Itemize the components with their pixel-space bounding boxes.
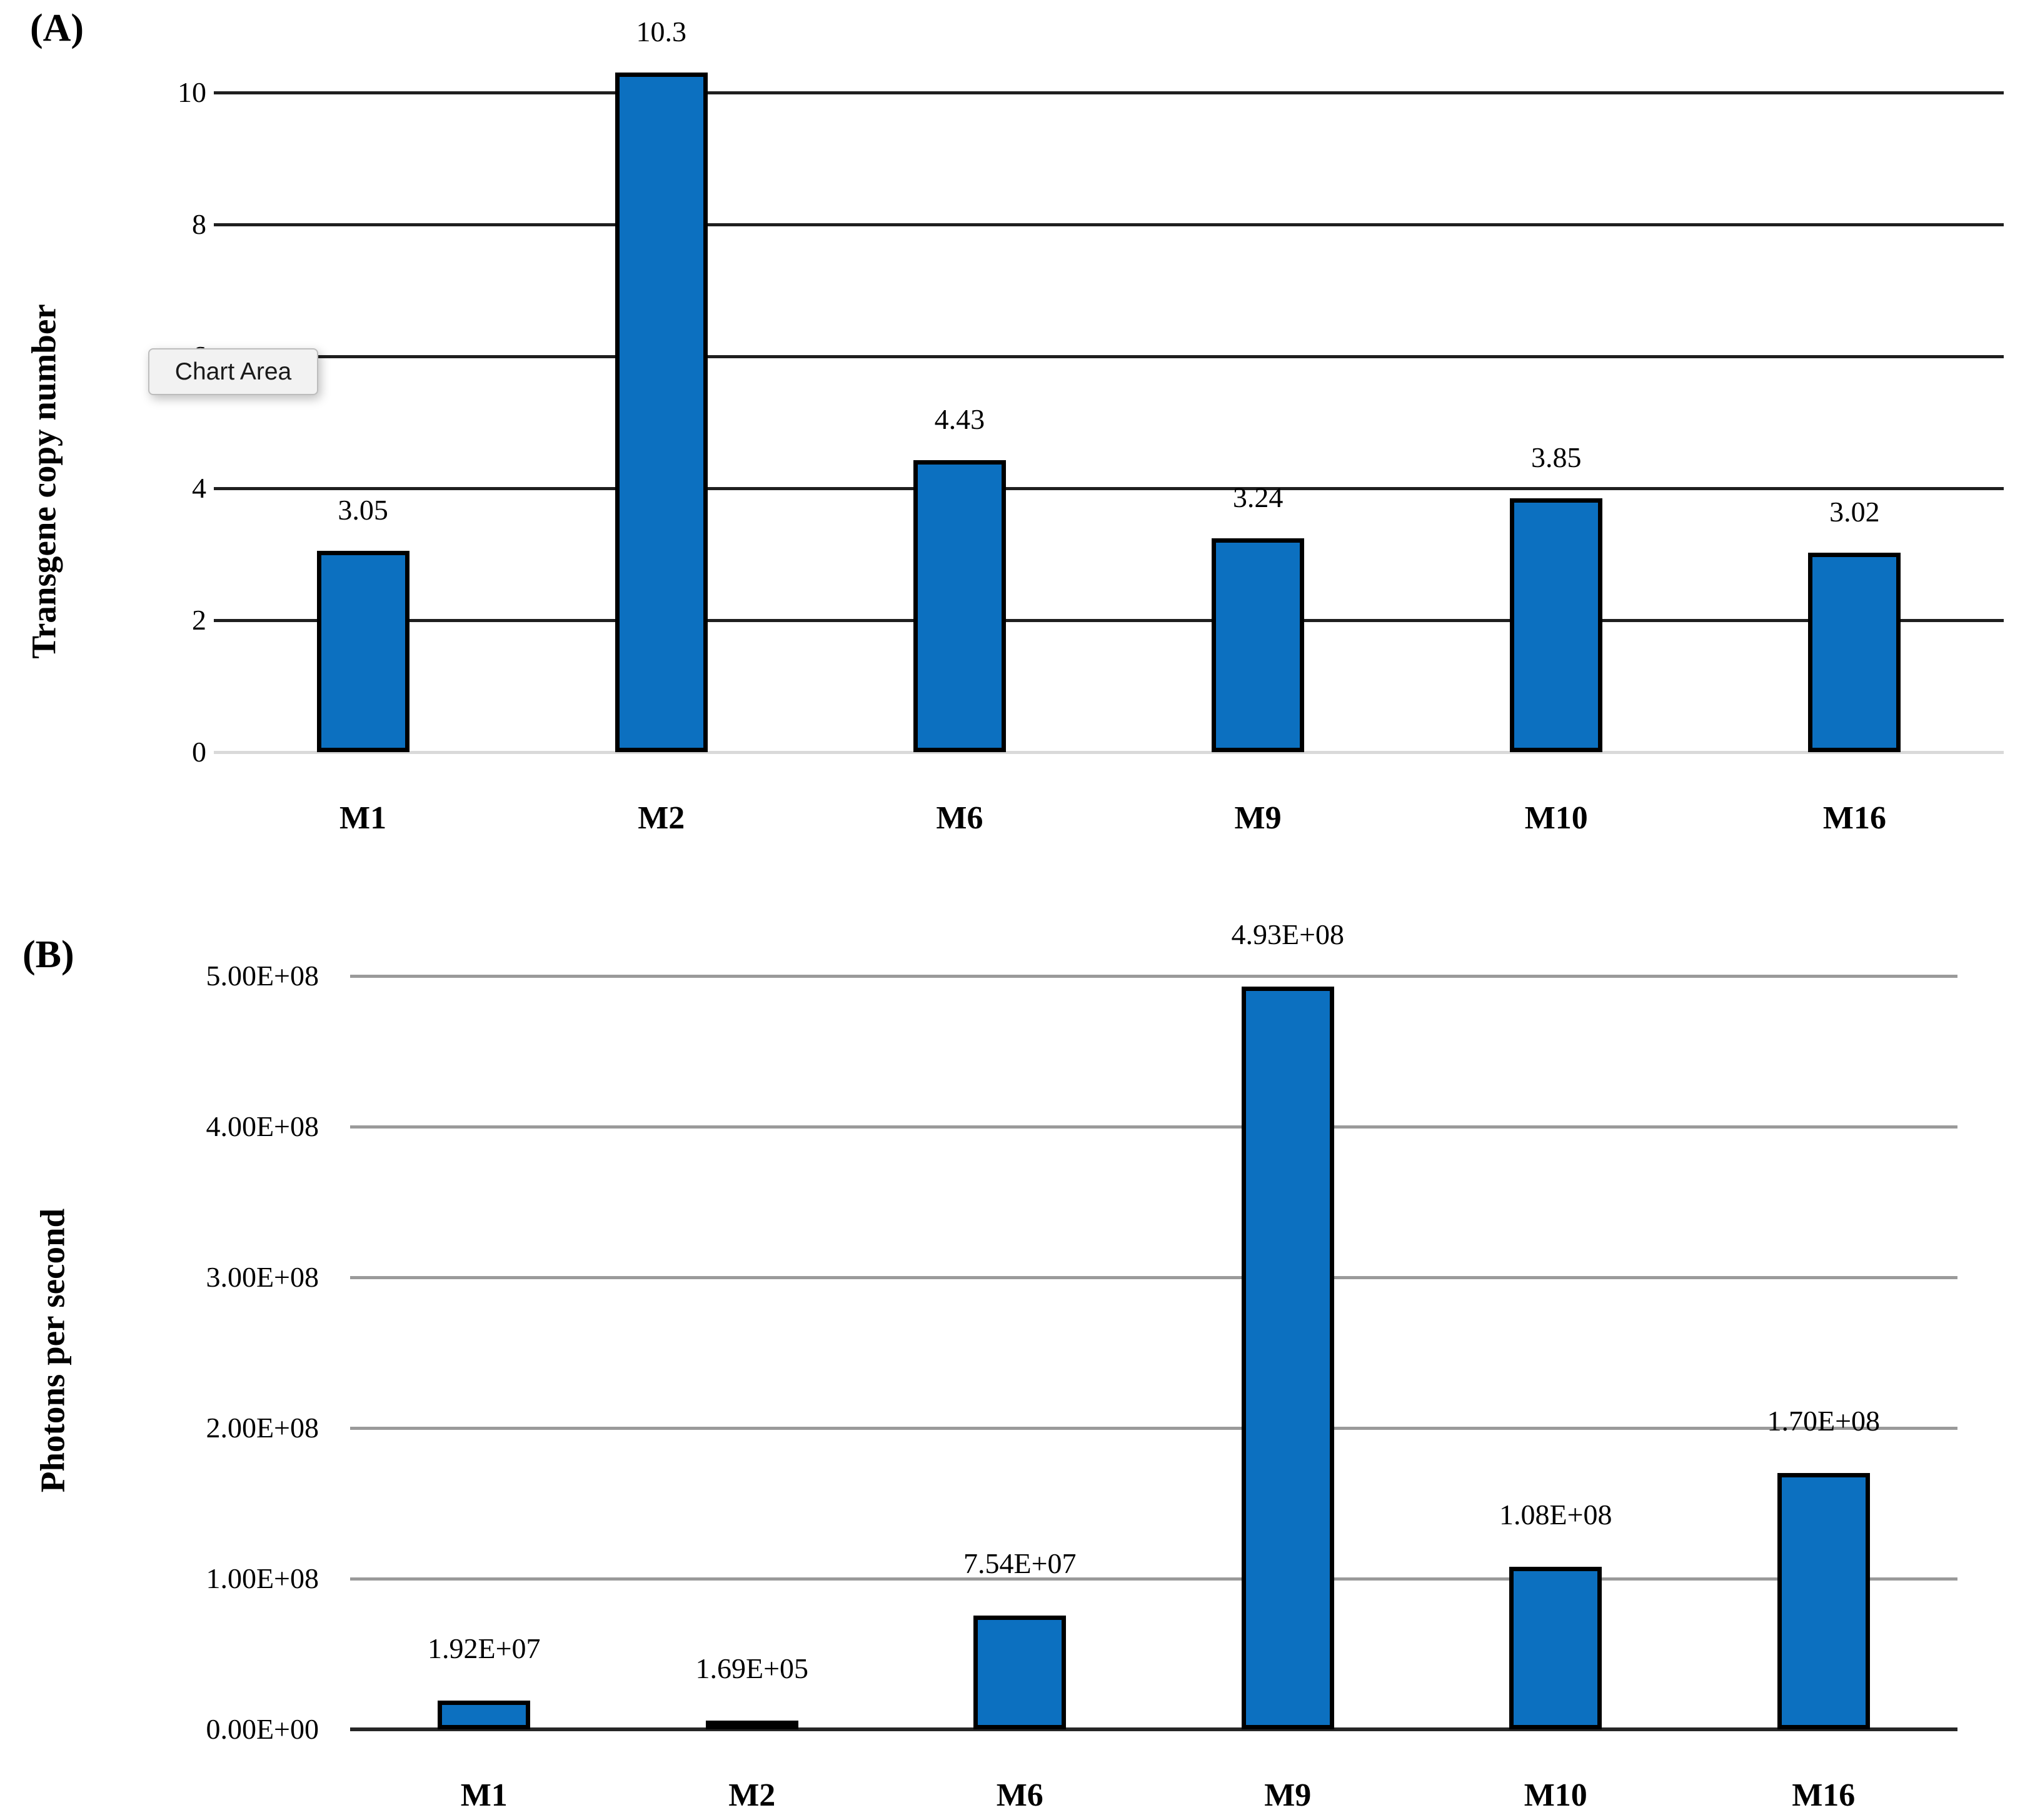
bar[interactable] [1777,1473,1870,1729]
bar-value-label: 1.70E+08 [1767,1405,1881,1437]
x-category-label: M6 [936,800,983,836]
bar[interactable] [1510,498,1603,752]
x-category-label: M1 [339,800,387,836]
gridline [214,91,2004,94]
gridline [350,974,1957,978]
panel-label: (B) [23,933,74,976]
gridline [214,223,2004,226]
y-axis-title: Photons per second [33,1208,72,1493]
gridline [214,354,2004,358]
gridline [214,486,2004,490]
bar[interactable] [1241,987,1334,1729]
y-tick-label: 10 [178,76,206,108]
y-tick-label: 0 [192,736,206,768]
bar-value-label: 4.43 [934,403,985,435]
bar-value-label: 3.85 [1531,441,1582,473]
bar-value-label: 3.24 [1232,481,1284,513]
gridline [350,1275,1957,1279]
gridline [350,1125,1957,1129]
bar[interactable] [1212,538,1305,752]
x-category-label: M2 [638,800,685,836]
gridline [214,618,2004,622]
bar[interactable] [1808,553,1901,752]
plot-area[interactable] [350,932,1957,1729]
bar[interactable] [913,460,1006,752]
bar-value-label: 1.92E+07 [427,1632,541,1664]
y-tick-label: 2.00E+08 [206,1412,319,1444]
bar-value-label: 1.08E+08 [1499,1499,1612,1531]
x-category-label: M10 [1524,800,1588,836]
gridline [350,1426,1957,1430]
bar[interactable] [438,1701,531,1729]
chart-area-tooltip-label: Chart Area [174,358,292,385]
y-tick-label: 0.00E+00 [206,1713,319,1745]
y-tick-label: 2 [192,604,206,636]
x-category-label: M1 [460,1777,508,1813]
bar[interactable] [973,1616,1067,1729]
bar[interactable] [1509,1567,1602,1729]
bar-value-label: 1.69E+05 [695,1652,809,1684]
chart-area-tooltip: Chart Area [148,348,318,395]
bar-value-label: 4.93E+08 [1231,918,1345,950]
bar[interactable] [705,1721,798,1729]
y-tick-label: 8 [192,208,206,240]
y-tick-label: 4 [192,472,206,504]
y-tick-label: 4.00E+08 [206,1110,319,1142]
bar-value-label: 3.05 [338,494,388,526]
bar-value-label: 3.02 [1829,496,1880,528]
x-category-label: M6 [996,1777,1043,1813]
bar[interactable] [316,551,410,752]
bar[interactable] [615,73,708,752]
y-tick-label: 1.00E+08 [206,1562,319,1594]
panel-label: (A) [30,7,84,49]
gridline [350,1577,1957,1581]
x-category-label: M9 [1234,800,1282,836]
x-category-label: M10 [1524,1777,1587,1813]
x-category-label: M16 [1822,800,1886,836]
x-category-label: M2 [728,1777,776,1813]
x-category-label: M9 [1264,1777,1312,1813]
x-axis-baseline [214,750,2004,754]
x-category-label: M16 [1792,1777,1856,1813]
bar-value-label: 7.54E+07 [963,1547,1077,1579]
bar-value-label: 10.3 [636,16,687,48]
y-tick-label: 3.00E+08 [206,1261,319,1293]
plot-area[interactable] [214,49,2004,752]
x-axis-baseline [350,1727,1957,1731]
y-tick-label: 5.00E+08 [206,960,319,992]
